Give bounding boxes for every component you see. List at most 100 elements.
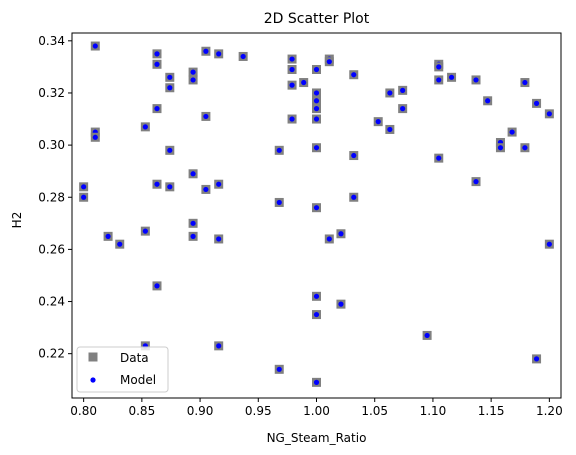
model-point [289, 66, 295, 73]
y-tick-label: 0.26 [38, 242, 65, 256]
model-point [546, 241, 552, 247]
axes: 0.80 0.85 0.90 0.95 1.00 1.05 1.10 1.15 1.20 0.22… [38, 32, 563, 418]
model-point [240, 53, 246, 60]
model-point [216, 343, 222, 349]
model-point [203, 113, 209, 120]
model-point [216, 51, 222, 57]
model-point [313, 205, 320, 211]
y-tick-label: 0.22 [38, 347, 65, 361]
y-tick-label: 0.28 [38, 190, 65, 204]
model-point [190, 220, 196, 226]
model-point [289, 116, 295, 122]
model-point [509, 129, 515, 135]
model-point [276, 147, 282, 153]
model-point [142, 124, 148, 130]
model-point [301, 79, 307, 86]
model-point [190, 77, 196, 83]
legend-data-label: Data [120, 351, 149, 365]
model-point [167, 147, 173, 153]
model-point [154, 181, 160, 187]
model-point [142, 228, 148, 234]
model-point [338, 231, 344, 237]
model-point [351, 72, 357, 78]
legend: Data Model [76, 346, 169, 393]
model-point [436, 155, 442, 161]
model-point [81, 184, 87, 190]
model-point [190, 233, 196, 239]
legend-model-marker [90, 377, 96, 383]
model-point [400, 106, 406, 112]
y-tick-label: 0.24 [38, 295, 65, 309]
model-point [473, 179, 479, 185]
model-point [203, 186, 209, 193]
chart-title: 2D Scatter Plot [264, 11, 370, 27]
model-point [351, 194, 357, 200]
model-point [276, 366, 282, 372]
model-point [92, 134, 98, 140]
model-point [203, 48, 209, 54]
x-tick-label: 1.05 [361, 404, 388, 418]
model-point [448, 74, 455, 80]
model-point [154, 283, 160, 289]
model-point [485, 98, 491, 104]
model-point [117, 241, 123, 247]
model-point [167, 74, 173, 80]
x-tick-label: 0.90 [187, 404, 214, 418]
model-point [338, 301, 344, 307]
model-point [81, 194, 87, 200]
model-point [154, 106, 160, 112]
x-axis-label: NG_Steam_Ratio [267, 431, 367, 445]
model-point [522, 145, 528, 151]
x-tick-label: 1.00 [303, 404, 330, 418]
model-point [216, 236, 222, 242]
model-point [313, 116, 320, 122]
x-tick-label: 1.15 [478, 404, 505, 418]
plot-area [79, 41, 554, 387]
model-point [387, 126, 393, 133]
y-tick-label: 0.32 [38, 86, 65, 100]
legend-data-marker [88, 352, 98, 362]
model-point [313, 98, 320, 104]
model-point [326, 59, 332, 65]
model-point [313, 106, 320, 112]
model-point [533, 356, 540, 362]
model-point [289, 82, 295, 88]
model-point [436, 64, 442, 70]
model-point [216, 181, 222, 187]
model-point [400, 87, 406, 93]
model-point [154, 61, 160, 67]
y-tick-label: 0.34 [38, 34, 65, 48]
model-point [313, 145, 320, 151]
x-tick-label: 0.95 [245, 404, 272, 418]
model-point [375, 119, 381, 125]
model-point [190, 69, 196, 75]
model-point [497, 145, 504, 151]
model-point [105, 233, 111, 239]
legend-box [76, 346, 169, 393]
model-point [92, 43, 98, 49]
model-point [533, 100, 540, 106]
model-point [190, 171, 196, 177]
model-point [313, 90, 320, 96]
model-point [167, 184, 173, 190]
model-point [167, 85, 173, 91]
x-tick-label: 0.80 [70, 404, 97, 418]
model-point [276, 199, 282, 206]
model-point [387, 90, 393, 96]
x-tick-label: 0.85 [128, 404, 155, 418]
y-axis-label: H2 [10, 212, 24, 229]
model-point [522, 79, 528, 86]
x-tick-label: 1.20 [536, 404, 563, 418]
model-point [313, 379, 320, 385]
model-point [313, 293, 320, 299]
model-point [424, 332, 430, 339]
model-point [351, 152, 357, 159]
model-point [289, 56, 295, 62]
model-point [546, 111, 552, 117]
model-point [436, 77, 442, 83]
x-tick-label: 1.10 [420, 404, 447, 418]
model-point [313, 311, 320, 318]
legend-model-label: Model [120, 373, 156, 387]
model-point [473, 77, 479, 83]
model-point [313, 66, 320, 73]
